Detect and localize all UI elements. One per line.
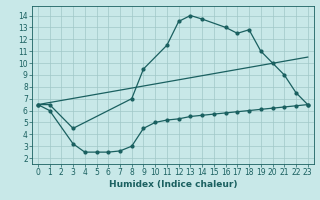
X-axis label: Humidex (Indice chaleur): Humidex (Indice chaleur) (108, 180, 237, 189)
